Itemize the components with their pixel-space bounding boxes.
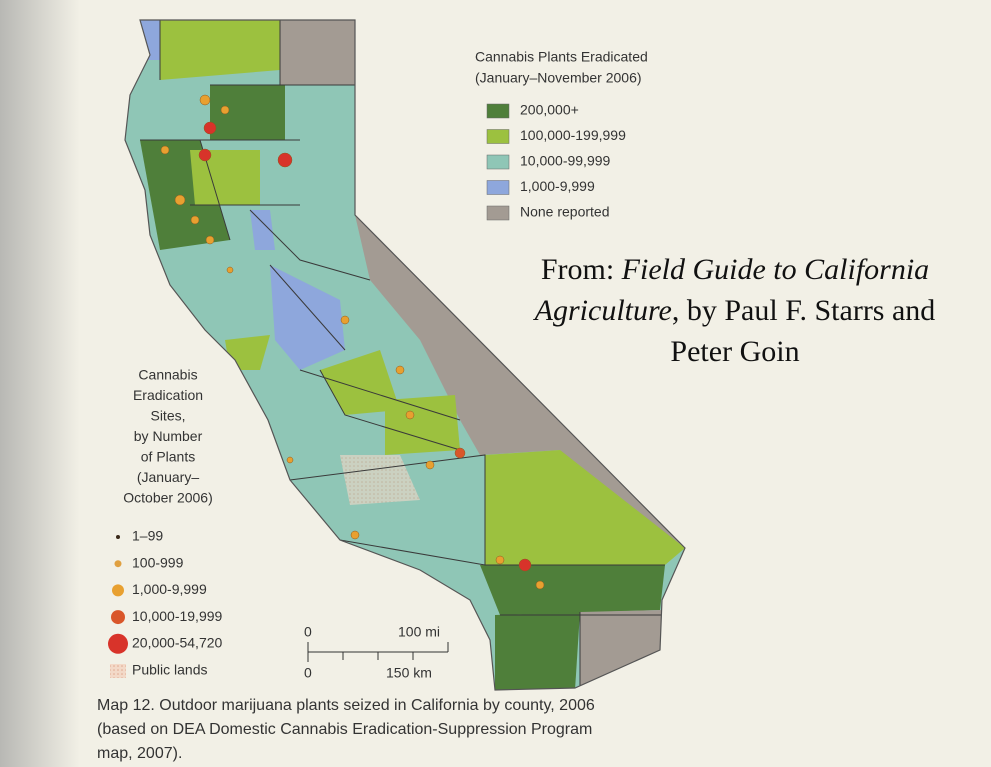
legend-label: 100-999 <box>132 554 184 570</box>
county <box>580 610 662 688</box>
scale-label: 150 km <box>386 665 432 681</box>
site <box>535 580 545 590</box>
source-from: From: <box>541 253 614 286</box>
county <box>320 350 400 415</box>
legend-label: 10,000-99,999 <box>520 153 611 169</box>
county-legend-subtitle: (January–November 2006) <box>475 70 642 86</box>
source-line: From: Field Guide to California <box>541 253 929 286</box>
county <box>270 265 345 370</box>
legend-marker <box>108 633 128 654</box>
sites-legend-title-line: Eradication <box>133 387 203 403</box>
caption-line: (based on DEA Domestic Cannabis Eradicat… <box>97 721 592 738</box>
site <box>495 555 505 565</box>
site <box>286 456 294 464</box>
legend-label: 200,000+ <box>520 102 579 118</box>
sites-legend-title: Cannabis Eradication Sites, by Number of Pla… <box>123 367 213 506</box>
site <box>205 235 215 245</box>
sites-legend-title-line: (January– <box>137 469 199 485</box>
legend-marker <box>116 535 120 539</box>
scale-label: 0 <box>304 624 312 640</box>
caption-line: map, 2007). <box>97 745 182 762</box>
legend-swatch <box>486 205 510 221</box>
legend-swatch <box>486 180 510 195</box>
source-book-title: Agriculture <box>533 294 672 327</box>
caption-line: Map 12. Outdoor marijuana plants seized … <box>97 697 595 714</box>
site <box>350 530 360 540</box>
source-authors: Peter Goin <box>670 335 799 368</box>
legend-label: 10,000-19,999 <box>132 608 223 624</box>
source-authors: , by Paul F. Starrs and <box>672 294 935 327</box>
site <box>226 266 234 274</box>
page-gutter <box>0 0 80 767</box>
scale-label: 0 <box>304 665 312 681</box>
public-lands-label: Public lands <box>132 662 208 678</box>
county <box>250 210 275 250</box>
site <box>277 152 293 168</box>
legend-swatch <box>486 129 510 144</box>
county <box>385 395 460 455</box>
source-book-title: Field Guide to California <box>621 253 930 286</box>
county-legend-title: Cannabis Plants Eradicated <box>475 49 648 65</box>
public-lands <box>340 455 420 505</box>
site <box>160 145 170 155</box>
state-outline <box>124 19 686 691</box>
site <box>454 447 466 459</box>
sites-legend-title-line: by Number <box>134 428 203 444</box>
scale-bar <box>307 642 449 662</box>
source-line: Agriculture, by Paul F. Starrs and <box>533 294 936 327</box>
county <box>495 612 580 690</box>
sites-legend-title-line: Sites, <box>150 408 185 424</box>
scale-label: 100 mi <box>398 624 440 640</box>
county-borders <box>140 20 665 688</box>
sites-legend: 1–99 100-999 1,000-9,999 10,000-19,999 20,00… <box>108 528 223 654</box>
site <box>340 315 350 325</box>
county <box>280 20 355 85</box>
site <box>220 105 230 115</box>
legend-marker <box>114 560 122 568</box>
site <box>518 558 532 572</box>
site <box>203 121 217 135</box>
county <box>485 450 685 565</box>
site <box>190 215 200 225</box>
legend-label: 20,000-54,720 <box>132 635 223 651</box>
legend-swatch <box>486 103 510 119</box>
legend-label: 100,000-199,999 <box>520 127 626 143</box>
site-markers <box>160 94 545 590</box>
site <box>199 94 211 106</box>
site <box>174 194 186 206</box>
public-lands-swatch <box>110 664 126 678</box>
sites-legend-title-line: October 2006) <box>123 490 213 506</box>
legend-swatch <box>486 154 510 170</box>
county <box>160 20 280 80</box>
legend-marker <box>112 584 124 597</box>
county <box>480 565 665 615</box>
legend-label: None reported <box>520 204 610 220</box>
sites-legend-title-line: of Plants <box>141 449 195 465</box>
legend-label: 1,000-9,999 <box>520 178 595 194</box>
legend-label: 1–99 <box>132 528 163 544</box>
site <box>405 410 415 420</box>
sites-legend-title-line: Cannabis <box>138 367 197 383</box>
county-legend: 200,000+ 100,000-199,999 10,000-99,999 1,00… <box>486 102 626 221</box>
site <box>395 365 405 375</box>
site <box>425 460 435 470</box>
county <box>210 85 285 140</box>
legend-marker <box>111 610 125 625</box>
legend-label: 1,000-9,999 <box>132 581 207 597</box>
site <box>198 148 212 162</box>
